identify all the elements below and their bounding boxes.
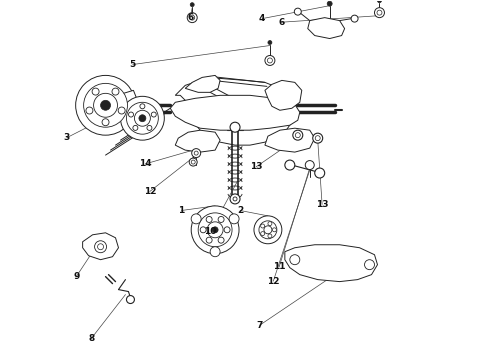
Text: 14: 14 xyxy=(139,159,152,168)
Circle shape xyxy=(102,119,109,126)
Circle shape xyxy=(224,227,230,233)
Circle shape xyxy=(84,84,127,127)
Circle shape xyxy=(272,228,276,232)
Circle shape xyxy=(294,8,301,15)
Circle shape xyxy=(295,133,300,138)
Text: 7: 7 xyxy=(256,321,263,330)
Circle shape xyxy=(100,100,111,110)
Text: 8: 8 xyxy=(88,334,95,343)
Circle shape xyxy=(293,130,303,140)
Circle shape xyxy=(268,41,272,45)
Circle shape xyxy=(233,197,237,201)
Text: 5: 5 xyxy=(130,60,136,69)
Circle shape xyxy=(218,237,224,243)
Text: 13: 13 xyxy=(250,162,263,171)
Circle shape xyxy=(118,107,125,114)
Text: 2: 2 xyxy=(237,206,243,215)
Circle shape xyxy=(230,194,240,204)
Text: 6: 6 xyxy=(278,18,285,27)
Circle shape xyxy=(261,224,265,228)
Circle shape xyxy=(254,216,282,244)
Circle shape xyxy=(268,222,272,226)
Circle shape xyxy=(207,222,223,238)
Circle shape xyxy=(313,133,323,143)
Circle shape xyxy=(351,15,358,22)
Polygon shape xyxy=(265,128,315,152)
Circle shape xyxy=(140,104,145,109)
Polygon shape xyxy=(83,233,119,260)
Circle shape xyxy=(128,112,133,117)
Circle shape xyxy=(268,58,272,63)
Circle shape xyxy=(285,160,295,170)
Text: 12: 12 xyxy=(144,187,156,196)
Circle shape xyxy=(327,1,332,6)
Polygon shape xyxy=(265,80,302,110)
Circle shape xyxy=(190,3,194,7)
Circle shape xyxy=(191,214,201,224)
Circle shape xyxy=(190,15,195,20)
Circle shape xyxy=(268,234,272,238)
Circle shape xyxy=(261,231,265,235)
Polygon shape xyxy=(175,78,295,145)
Circle shape xyxy=(86,107,93,114)
Circle shape xyxy=(121,96,164,140)
Text: 4: 4 xyxy=(259,14,265,23)
Circle shape xyxy=(194,151,198,155)
Circle shape xyxy=(264,226,272,234)
Circle shape xyxy=(377,10,382,15)
Polygon shape xyxy=(175,130,220,152)
Circle shape xyxy=(259,221,277,239)
Circle shape xyxy=(290,255,300,265)
Circle shape xyxy=(265,55,275,66)
Circle shape xyxy=(147,125,152,130)
Circle shape xyxy=(134,110,150,126)
Circle shape xyxy=(206,237,212,243)
Circle shape xyxy=(206,216,212,222)
Circle shape xyxy=(365,260,374,270)
Circle shape xyxy=(112,88,119,95)
Circle shape xyxy=(200,227,206,233)
Text: 12: 12 xyxy=(267,276,280,285)
Circle shape xyxy=(374,8,385,18)
Circle shape xyxy=(218,216,224,222)
Polygon shape xyxy=(171,95,300,130)
Text: 1: 1 xyxy=(178,206,185,215)
Circle shape xyxy=(315,168,325,178)
Circle shape xyxy=(210,247,220,257)
Circle shape xyxy=(212,227,218,233)
Circle shape xyxy=(315,136,320,141)
Text: 13: 13 xyxy=(316,200,328,209)
Circle shape xyxy=(229,214,239,224)
Polygon shape xyxy=(285,245,377,282)
Circle shape xyxy=(230,122,240,132)
Circle shape xyxy=(139,115,146,122)
Polygon shape xyxy=(185,75,220,92)
Circle shape xyxy=(98,244,103,250)
Polygon shape xyxy=(308,18,344,39)
Circle shape xyxy=(377,0,382,3)
Circle shape xyxy=(192,149,201,158)
Text: 11: 11 xyxy=(273,262,285,271)
Circle shape xyxy=(95,241,106,253)
Circle shape xyxy=(187,13,197,23)
Circle shape xyxy=(151,112,156,117)
Circle shape xyxy=(126,296,134,303)
Circle shape xyxy=(126,102,158,134)
Circle shape xyxy=(305,161,314,170)
Text: 6: 6 xyxy=(187,13,194,22)
Circle shape xyxy=(198,213,232,247)
Circle shape xyxy=(94,93,118,117)
Text: 10: 10 xyxy=(204,228,216,237)
Circle shape xyxy=(92,88,99,95)
Polygon shape xyxy=(118,90,137,117)
Circle shape xyxy=(191,206,239,254)
Text: 3: 3 xyxy=(64,133,70,142)
Text: 9: 9 xyxy=(74,271,80,280)
Circle shape xyxy=(191,160,195,164)
Circle shape xyxy=(189,158,197,166)
Circle shape xyxy=(133,125,138,130)
Circle shape xyxy=(75,75,135,135)
